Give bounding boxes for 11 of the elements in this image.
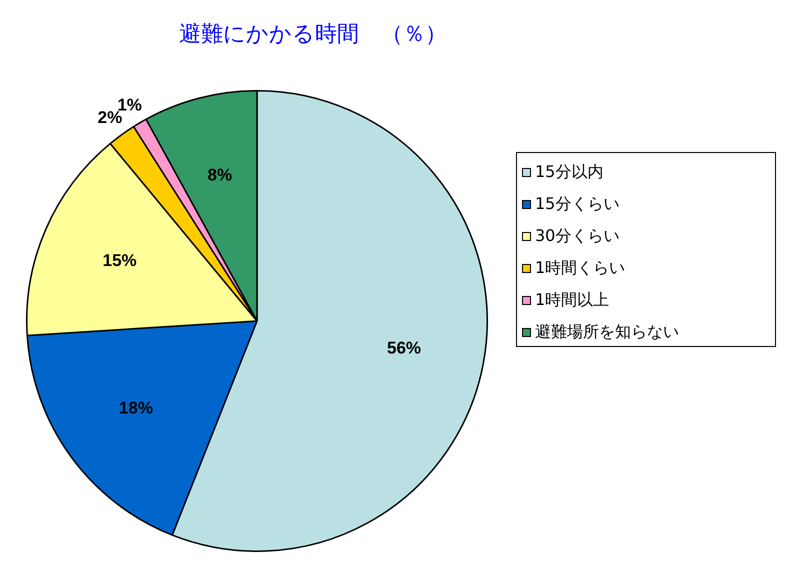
data-label: 56% — [386, 338, 422, 358]
legend-label: 30分くらい — [535, 226, 620, 246]
data-label: 18% — [118, 398, 153, 418]
legend-label: 15分くらい — [535, 194, 620, 214]
legend-label: 1時間以上 — [535, 290, 610, 310]
legend-label: 15分以内 — [535, 162, 604, 182]
legend-label: 避難場所を知らない — [535, 322, 679, 342]
chart-title: 避難にかかる時間 （％） — [178, 21, 448, 49]
data-label: 15% — [102, 251, 137, 270]
data-label: 8% — [207, 166, 232, 185]
legend-label: 1時間くらい — [535, 258, 626, 278]
